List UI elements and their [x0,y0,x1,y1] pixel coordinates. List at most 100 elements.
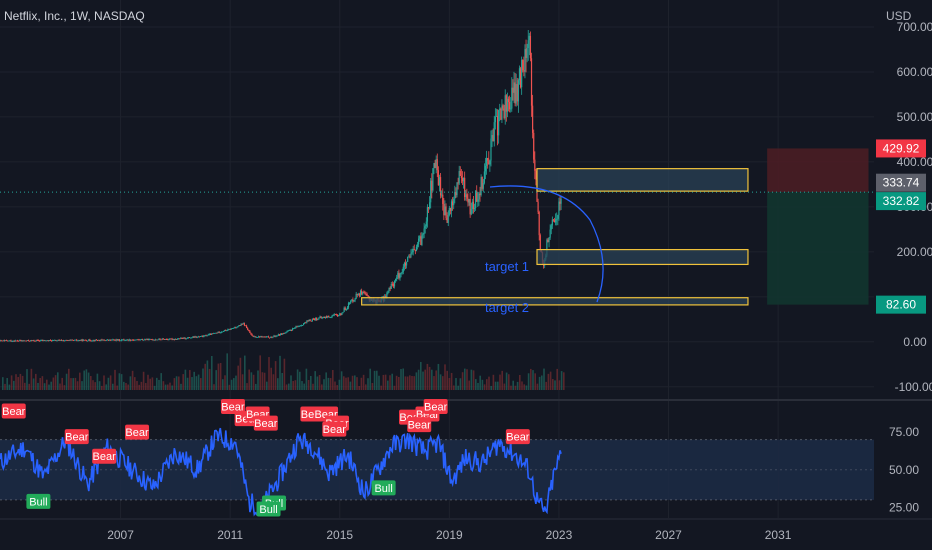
bear-label: Bear [407,417,432,433]
candle-body [513,82,515,93]
candle-body [500,108,502,120]
price-badge-bg [876,295,926,314]
candle-body [301,325,304,326]
candle-body [350,300,352,304]
candle-body [300,325,302,327]
candle-body [192,336,194,338]
candle-body [20,340,22,341]
volume-bar [307,379,310,390]
volume-bar [435,370,437,390]
candle-body [294,327,296,329]
candle-body [538,212,540,236]
candle-body [35,340,37,342]
zone-box-1 [536,168,749,192]
candle-body [390,284,392,289]
bear-label: Bear [92,448,117,464]
volume-bar [131,370,134,390]
candle-body [105,340,107,341]
candle-body [296,326,298,328]
candle-body [333,314,335,316]
candle-body [439,177,442,196]
candle-body [423,228,425,234]
candle-body [336,314,339,317]
volume-bar [323,379,325,390]
volume-bar [481,379,484,390]
candle-body [385,296,387,299]
candle-body [419,236,421,239]
candle-body [227,329,229,331]
candle-body [5,340,8,342]
volume-bar [15,374,17,390]
candle-body [235,327,237,329]
candle-body [444,206,446,216]
bull-label: Bull [26,493,51,509]
volume-bar [549,371,552,390]
volume-bar [32,378,35,390]
candle-body [28,340,31,342]
candle-body [62,340,65,342]
volume-bar [349,381,352,390]
volume-bar [321,384,323,390]
candle-body [534,159,536,171]
candle-body [38,340,41,342]
price-badge: 333.74 [876,173,926,192]
candle-body [80,339,82,341]
candle-body [218,331,220,333]
volume-bar [200,378,202,390]
price-tick-label: 500.00 [897,110,932,124]
candle-body [480,177,482,196]
volume-bar [415,372,418,390]
candle-body [408,256,410,258]
candle-body [329,317,331,318]
candle-body [310,320,312,322]
volume-bar [263,372,266,390]
candle-body [10,340,12,342]
volume-bar [512,380,514,390]
volume-bar [356,377,358,390]
volume-bar [536,383,539,390]
candle-body [523,70,525,72]
volume-bar [347,377,349,390]
candle-body [150,339,152,340]
candle-body [507,98,510,102]
candle-body [271,336,273,338]
candle-body [552,219,555,221]
candle-body [506,98,509,112]
volume-bar [329,378,332,390]
candle-body [331,315,333,318]
volume-bar [514,385,517,390]
candle-body [124,340,126,342]
volume-bar [8,384,11,390]
candle-body [52,340,54,342]
candle-body [387,290,389,294]
volume-bar [10,375,13,390]
candle-body [412,248,414,253]
candle-body [278,334,281,336]
candle-body [254,336,256,338]
volume-bar [448,377,451,390]
candle-body [441,194,443,196]
candle-body [401,271,403,274]
candle-body [23,340,25,342]
candle-body [232,328,235,329]
volume-bar [118,373,121,390]
volume-bar [340,371,343,390]
volume-bar [378,375,380,390]
candle-body [345,309,347,310]
volume-bar [444,364,446,390]
volume-bar [6,378,8,390]
volume-bar [371,382,374,390]
candle-body [247,328,249,330]
volume-bar [81,381,83,390]
candle-body [79,340,81,341]
candle-body [64,340,66,342]
price-tick-label: 200.00 [897,245,932,259]
price-badge: 82.60 [876,295,926,314]
volume-bar [431,369,433,390]
candle-body [322,316,324,318]
candle-body [34,340,36,342]
volume-bar [54,375,57,390]
candle-body [558,201,560,216]
candle-body [407,256,409,262]
